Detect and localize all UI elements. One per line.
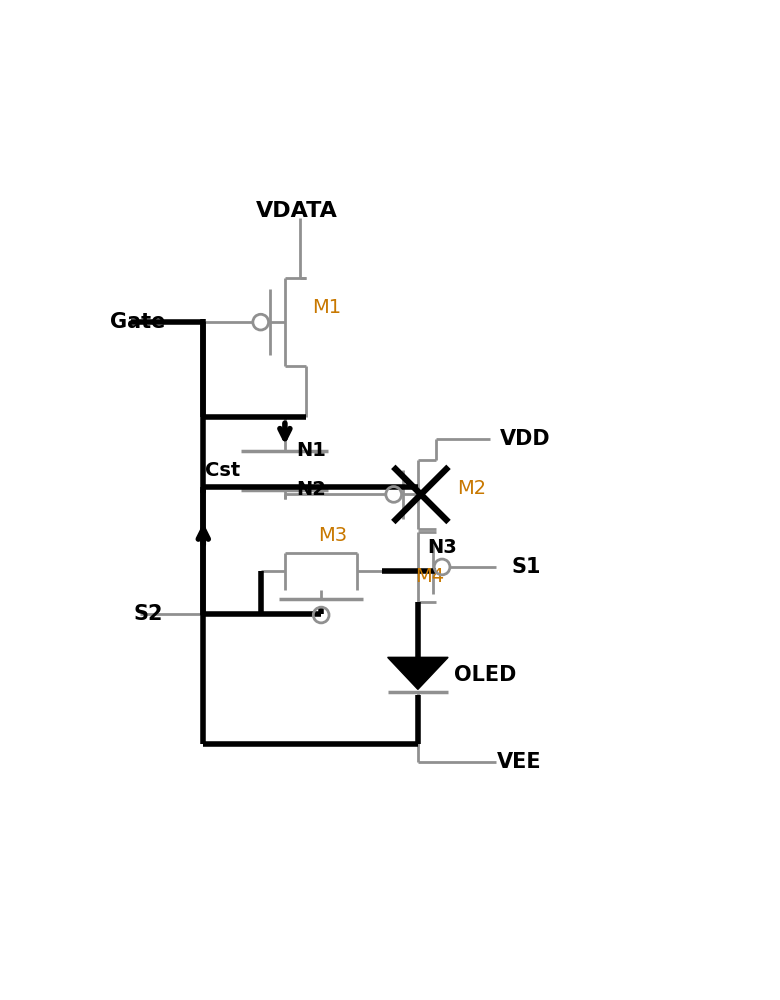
Text: VDATA: VDATA xyxy=(256,201,338,221)
Text: M3: M3 xyxy=(318,526,347,545)
Text: S2: S2 xyxy=(134,604,163,624)
Text: M4: M4 xyxy=(415,567,444,586)
Text: S1: S1 xyxy=(512,557,541,577)
Text: Cst: Cst xyxy=(205,461,240,480)
Text: Gate: Gate xyxy=(109,312,165,332)
Text: VEE: VEE xyxy=(497,752,541,772)
Text: M2: M2 xyxy=(457,479,486,498)
Polygon shape xyxy=(388,657,448,689)
Text: N3: N3 xyxy=(427,538,457,557)
Text: M1: M1 xyxy=(312,298,341,317)
Text: VDD: VDD xyxy=(499,429,550,449)
Text: N1: N1 xyxy=(296,441,326,460)
Text: OLED: OLED xyxy=(454,665,516,685)
Text: N2: N2 xyxy=(296,480,326,499)
